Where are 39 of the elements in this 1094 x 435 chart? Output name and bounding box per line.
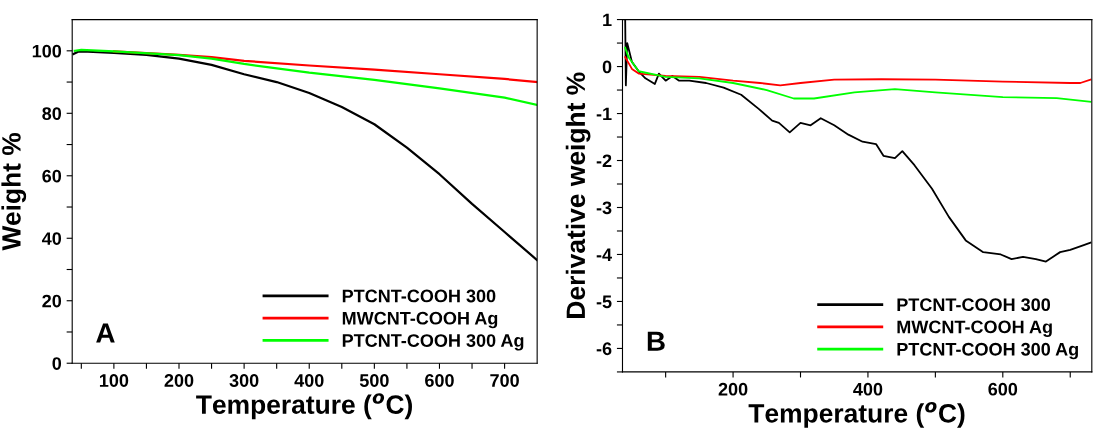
x-tick-label: 700 bbox=[490, 374, 519, 387]
annotation: B bbox=[647, 331, 665, 351]
legend-label: PTCNT-COOH 300 bbox=[897, 298, 1051, 312]
y-tick-label: 1 bbox=[603, 13, 612, 27]
x-tick-label: 600 bbox=[425, 374, 454, 387]
y-tick-label: -6 bbox=[596, 342, 612, 356]
annotation: A bbox=[96, 323, 115, 343]
x-axis-title: Temperature ($^{o}$C) bbox=[196, 393, 412, 420]
y-tick-label: -1 bbox=[596, 107, 612, 121]
y-tick-label: -2 bbox=[596, 154, 612, 168]
x-tick-label: 300 bbox=[229, 374, 259, 387]
legend-label: PTCNT-COOH 300 Ag bbox=[897, 342, 1078, 360]
y-axis-title: Weight % bbox=[1, 132, 27, 251]
x-tick-label: 100 bbox=[99, 374, 129, 387]
y-tick-label: 100 bbox=[32, 44, 62, 58]
y-tick-label: 0 bbox=[602, 60, 612, 74]
y-axis-title: Derivative weight % bbox=[565, 72, 591, 318]
y-tick-label: 80 bbox=[42, 107, 62, 121]
legend-label: MWCNT-COOH Ag bbox=[342, 311, 498, 329]
legend-label: MWCNT-COOH Ag bbox=[897, 320, 1052, 337]
y-tick-label: -4 bbox=[596, 248, 612, 262]
x-tick-label: 200 bbox=[718, 382, 748, 396]
y-tick-label: -3 bbox=[596, 201, 612, 215]
legend-label: PTCNT-COOH 300 Ag bbox=[342, 334, 524, 351]
y-tick-label: 40 bbox=[41, 232, 62, 245]
x-axis-title: Temperature ($^{o}$C) bbox=[748, 401, 965, 428]
y-tick-label: 0 bbox=[52, 357, 62, 370]
x-tick-label: 200 bbox=[164, 374, 194, 387]
y-tick-label: 60 bbox=[42, 169, 62, 183]
x-tick-label: 400 bbox=[853, 382, 883, 396]
x-tick-label: 400 bbox=[294, 374, 324, 387]
line-series bbox=[73, 48, 538, 106]
line-series bbox=[624, 46, 1092, 103]
legend-label: PTCNT-COOH 300 bbox=[342, 289, 496, 303]
y-tick-label: -5 bbox=[596, 295, 612, 309]
x-tick-label: 500 bbox=[359, 374, 389, 387]
y-tick-label: 20 bbox=[42, 294, 62, 308]
line-series bbox=[624, 56, 1092, 87]
x-tick-label: 600 bbox=[988, 382, 1018, 396]
